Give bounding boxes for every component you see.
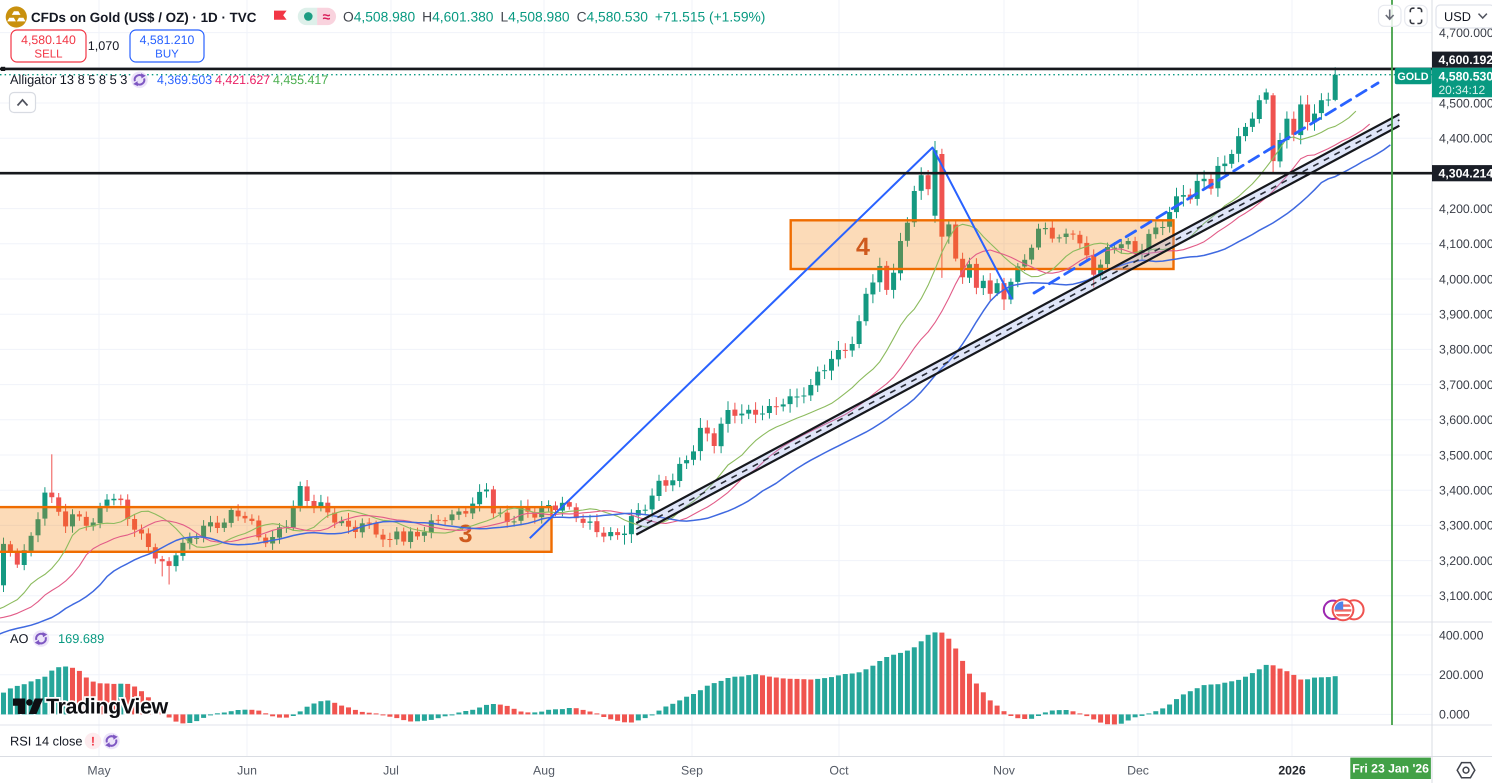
svg-text:Oct: Oct [829, 764, 849, 778]
svg-text:Alligator 13 8 5 8 5 3: Alligator 13 8 5 8 5 3 [10, 72, 127, 87]
svg-text:3,300.000: 3,300.000 [1439, 519, 1492, 533]
svg-text:TradingView: TradingView [46, 695, 169, 719]
svg-text:4,580.140: 4,580.140 [21, 33, 76, 47]
svg-text:Dec: Dec [1127, 764, 1149, 778]
svg-text:4,400.000: 4,400.000 [1439, 132, 1492, 146]
svg-text:USD: USD [1444, 9, 1471, 24]
svg-text:2026: 2026 [1278, 764, 1306, 778]
svg-text:3,700.000: 3,700.000 [1439, 378, 1492, 392]
svg-text:4,421.627: 4,421.627 [215, 73, 270, 87]
svg-text:Aug: Aug [533, 764, 555, 778]
svg-text:3,900.000: 3,900.000 [1439, 308, 1492, 322]
svg-text:3: 3 [459, 520, 473, 548]
svg-text:4,700.000: 4,700.000 [1439, 26, 1492, 40]
svg-text:169.689: 169.689 [58, 631, 104, 646]
svg-text:4,580.530: 4,580.530 [1439, 70, 1492, 84]
svg-text:!: ! [91, 735, 95, 749]
svg-text:4,200.000: 4,200.000 [1439, 202, 1492, 216]
svg-text:4,455.417: 4,455.417 [273, 73, 328, 87]
svg-text:20:34:12: 20:34:12 [1439, 83, 1486, 97]
svg-text:4: 4 [856, 233, 870, 261]
svg-text:GOLD: GOLD [1397, 71, 1428, 83]
svg-text:Jun: Jun [237, 764, 257, 778]
svg-text:4,304.214: 4,304.214 [1439, 167, 1492, 181]
svg-text:400.000: 400.000 [1439, 628, 1484, 642]
svg-text:4,500.000: 4,500.000 [1439, 96, 1492, 110]
svg-text:Sep: Sep [681, 764, 703, 778]
svg-text:4,100.000: 4,100.000 [1439, 237, 1492, 251]
svg-text:200.000: 200.000 [1439, 668, 1484, 682]
svg-text:3,600.000: 3,600.000 [1439, 413, 1492, 427]
svg-text:Nov: Nov [993, 764, 1016, 778]
svg-text:3,500.000: 3,500.000 [1439, 448, 1492, 462]
svg-text:3,800.000: 3,800.000 [1439, 343, 1492, 357]
svg-text:4,600.192: 4,600.192 [1439, 53, 1492, 67]
svg-text:≈: ≈ [323, 8, 331, 24]
svg-text:CFDs on Gold (US$ / OZ) · 1D ·: CFDs on Gold (US$ / OZ) · 1D · TVC [31, 10, 257, 25]
svg-text:3,100.000: 3,100.000 [1439, 589, 1492, 603]
svg-text:RSI 14 close: RSI 14 close [10, 734, 83, 749]
svg-text:May: May [87, 764, 111, 778]
svg-text:3,400.000: 3,400.000 [1439, 484, 1492, 498]
svg-text:1,070: 1,070 [88, 39, 120, 53]
svg-text:0.000: 0.000 [1439, 708, 1470, 722]
svg-text:4,369.503: 4,369.503 [157, 73, 212, 87]
svg-text:4,581.210: 4,581.210 [140, 33, 195, 47]
svg-text:BUY: BUY [155, 49, 179, 61]
svg-text:4,000.000: 4,000.000 [1439, 272, 1492, 286]
svg-text:SELL: SELL [34, 49, 63, 61]
svg-text:Jul: Jul [383, 764, 399, 778]
svg-text:Fri 23 Jan '26: Fri 23 Jan '26 [1352, 761, 1429, 775]
svg-text:AO: AO [10, 631, 29, 646]
svg-text:3,200.000: 3,200.000 [1439, 554, 1492, 568]
